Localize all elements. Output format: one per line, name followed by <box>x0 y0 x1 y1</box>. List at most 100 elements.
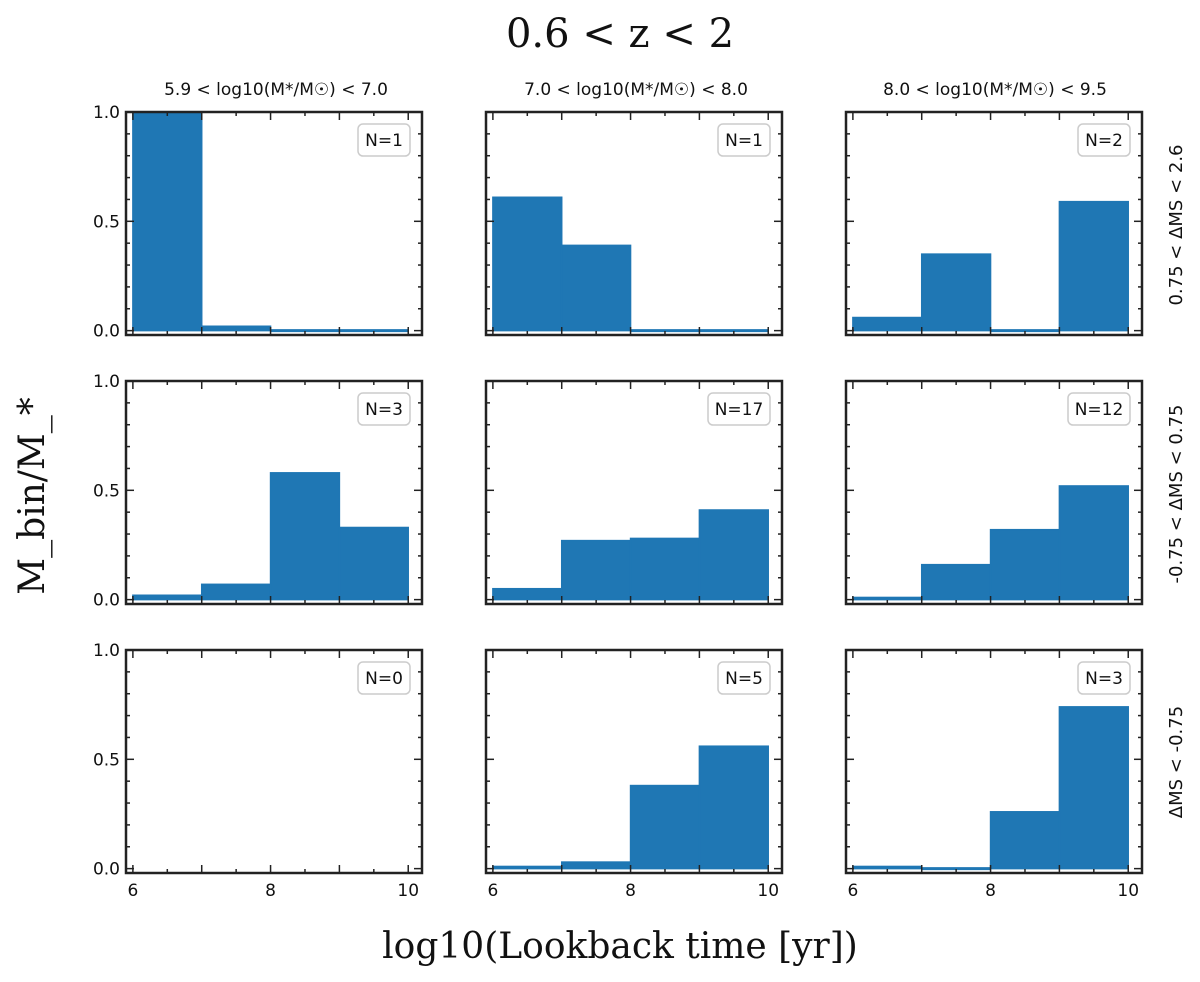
count-annotation-r3c1: N=0 <box>365 669 403 689</box>
bar-r2c2-bin3 <box>629 537 701 601</box>
y-tick-label-r1c1: 0.5 <box>93 212 120 232</box>
column-title-2: 7.0 < log10(M*/M☉) < 8.0 <box>524 80 748 100</box>
panel-r2c1: 0.0 0.5 1.0 N=3 <box>93 372 424 611</box>
y-tick-label-r3c1: 0.0 <box>93 860 120 880</box>
x-tick-label-r3c2: 8 <box>625 881 636 901</box>
panel-r1c2: N=1 <box>484 110 784 337</box>
x-tick-label-r3c2: 10 <box>757 881 779 901</box>
bar-r3c3-bin4 <box>1058 706 1129 870</box>
panel-grid: 0.0 0.5 1.0 N=1 N=1 N=2 0.0 0.5 1.0 N=3 N=17 N=12 0.… <box>93 103 1144 901</box>
ticks-r2c3 <box>846 380 1142 604</box>
bar-r2c3-bin3 <box>989 528 1061 601</box>
ticks-r1c1 <box>126 111 422 335</box>
panel-r3c3: 6 8 10 N=3 <box>844 648 1144 901</box>
figure-suptitle: 0.6 < z < 2 <box>506 11 734 57</box>
count-box-r1c2 <box>717 123 771 157</box>
axes-frame-r2c2 <box>484 379 784 606</box>
bar-r2c3-bin1 <box>852 596 923 601</box>
row-title-3: ΔMS < -0.75 <box>1166 706 1187 818</box>
bar-r3c2-bin2 <box>560 861 632 870</box>
count-annotation-r1c3: N=2 <box>1085 131 1123 151</box>
count-box-r1c1 <box>357 123 411 157</box>
count-box-r3c2 <box>717 661 771 695</box>
bar-r2c1-bin2 <box>200 583 272 601</box>
panel-r2c3: N=12 <box>844 379 1144 606</box>
x-tick-label-r3c2: 6 <box>487 881 498 901</box>
y-tick-label-r3c1: 1.0 <box>93 641 120 661</box>
y-tick-label-r1c1: 0.0 <box>93 322 120 342</box>
bar-r1c2-bin1 <box>492 196 563 332</box>
count-annotation-r2c1: N=3 <box>365 400 403 420</box>
bar-r2c1-bin1 <box>132 594 203 601</box>
y-tick-label-r2c1: 0.5 <box>93 481 120 501</box>
bar-r3c3-bin3 <box>989 811 1061 870</box>
axes-frame-r1c1 <box>124 110 424 337</box>
count-box-r2c2 <box>707 392 771 426</box>
column-title-3: 8.0 < log10(M*/M☉) < 9.5 <box>883 80 1107 100</box>
y-tick-label-r3c1: 0.5 <box>93 750 120 770</box>
ticks-r2c2 <box>486 380 782 604</box>
x-tick-label-r3c1: 6 <box>127 881 138 901</box>
axes-frame-r2c1 <box>124 379 424 606</box>
x-tick-label-r3c3: 10 <box>1117 881 1139 901</box>
ticks-r3c2 <box>486 649 782 873</box>
axes-frame-r3c2 <box>484 648 784 875</box>
x-tick-label-r3c1: 8 <box>265 881 276 901</box>
bar-r2c2-bin1 <box>492 587 563 601</box>
y-axis-label: M_bin/M_* <box>12 397 53 595</box>
count-annotation-r1c1: N=1 <box>365 131 403 151</box>
bar-r1c3-bin1 <box>852 316 923 332</box>
x-tick-label-r3c3: 6 <box>847 881 858 901</box>
count-annotation-r1c2: N=1 <box>725 131 763 151</box>
panel-r1c3: N=2 <box>844 110 1144 337</box>
x-axis-label: log10(Lookback time [yr]) <box>382 926 858 967</box>
bar-r2c2-bin2 <box>560 539 632 601</box>
x-tick-label-r3c1: 10 <box>397 881 419 901</box>
bar-r2c3-bin4 <box>1058 485 1129 601</box>
y-tick-label-r1c1: 1.0 <box>93 103 120 123</box>
ticks-r1c2 <box>486 111 782 335</box>
column-title-1: 5.9 < log10(M*/M☉) < 7.0 <box>164 80 388 100</box>
axes-frame-r3c1 <box>124 648 424 875</box>
bar-r3c3-bin1 <box>852 865 923 870</box>
bar-r3c2-bin1 <box>492 865 563 870</box>
count-annotation-r2c3: N=12 <box>1075 400 1124 420</box>
bar-r3c2-bin4 <box>698 745 769 870</box>
axes-frame-r3c3 <box>844 648 1144 875</box>
x-tick-label-r3c3: 8 <box>985 881 996 901</box>
panel-r3c1: 0.0 0.5 1.0 6 8 10 N=0 <box>93 641 424 901</box>
bar-r1c3-bin2 <box>920 253 992 332</box>
axes-frame-r1c2 <box>484 110 784 337</box>
y-tick-label-r2c1: 0.0 <box>93 591 120 611</box>
count-annotation-r3c3: N=3 <box>1085 669 1123 689</box>
ticks-r3c1 <box>126 649 422 873</box>
bar-r1c1-bin2 <box>200 325 272 332</box>
axes-frame-r2c3 <box>844 379 1144 606</box>
panel-r3c2: 6 8 10 N=5 <box>484 648 784 901</box>
bar-r1c1-bin1 <box>132 111 203 332</box>
y-tick-label-r2c1: 1.0 <box>93 372 120 392</box>
count-annotation-r3c2: N=5 <box>725 669 763 689</box>
count-box-r2c1 <box>357 392 411 426</box>
count-box-r1c3 <box>1077 123 1131 157</box>
row-title-1: 0.75 < ΔMS < 2.6 <box>1166 144 1187 305</box>
panel-r2c2: N=17 <box>484 379 784 606</box>
bar-r2c2-bin4 <box>698 509 769 601</box>
ticks-r3c3 <box>846 649 1142 873</box>
ticks-r1c3 <box>846 111 1142 335</box>
ticks-r2c1 <box>126 380 422 604</box>
count-annotation-r2c2: N=17 <box>715 400 764 420</box>
count-box-r3c1 <box>357 661 411 695</box>
count-box-r3c3 <box>1077 661 1131 695</box>
panel-r1c1: 0.0 0.5 1.0 N=1 <box>93 103 424 342</box>
bar-r2c3-bin2 <box>920 563 992 601</box>
bar-r3c2-bin3 <box>629 784 701 870</box>
row-title-2: -0.75 < ΔMS < 0.75 <box>1166 405 1187 584</box>
axes-frame-r1c3 <box>844 110 1144 337</box>
bar-r1c2-bin2 <box>560 244 632 332</box>
bar-r2c1-bin4 <box>338 526 409 601</box>
count-box-r2c3 <box>1067 392 1131 426</box>
bar-r1c3-bin4 <box>1058 200 1129 332</box>
bar-r2c1-bin3 <box>269 472 341 601</box>
